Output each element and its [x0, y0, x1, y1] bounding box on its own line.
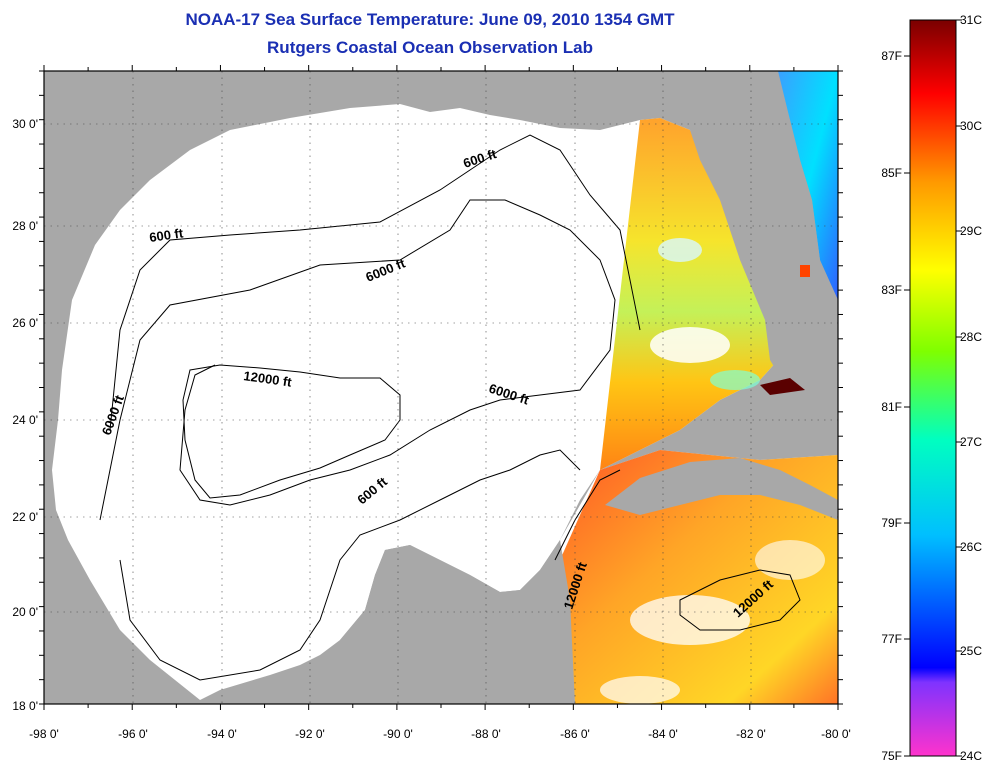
gulf-water	[52, 104, 778, 700]
y-tick-label: 18 0'	[12, 699, 38, 713]
tick-marks	[39, 65, 843, 710]
colorbar-f-label: 85F	[881, 166, 902, 180]
x-tick-label: -98 0'	[29, 727, 59, 741]
x-tick-label: -94 0'	[207, 727, 237, 741]
colorbar-c-label: 24C	[960, 749, 982, 763]
colorbar-c-label: 30C	[960, 119, 982, 133]
y-tick-label: 20 0'	[12, 605, 38, 619]
keys-hot-spot	[760, 378, 805, 395]
colorbar-f-label: 81F	[881, 400, 902, 414]
x-tick-label: -88 0'	[471, 727, 501, 741]
colorbar-f-label: 83F	[881, 283, 902, 297]
y-tick-label: 30 0'	[12, 117, 38, 131]
y-tick-label: 22 0'	[12, 510, 38, 524]
colorbar-c-label: 29C	[960, 224, 982, 238]
map-subtitle: Rutgers Coastal Ocean Observation Lab	[267, 38, 593, 57]
atlantic-water	[778, 71, 838, 300]
x-tick-label: -96 0'	[118, 727, 148, 741]
colorbar-gradient	[909, 19, 957, 757]
x-tick-label: -82 0'	[736, 727, 766, 741]
x-tick-label: -92 0'	[295, 727, 325, 741]
florida-land	[690, 90, 835, 385]
y-tick-label: 24 0'	[12, 413, 38, 427]
temperature-colorbar: 31C 30C 29C 28C 27C 26C 25C 24C 87F 85F …	[881, 13, 982, 763]
x-tick-label: -84 0'	[648, 727, 678, 741]
colorbar-f-label: 75F	[881, 749, 902, 763]
colorbar-c-label: 27C	[960, 435, 982, 449]
depth-contours	[99, 134, 801, 681]
x-axis-labels: -98 0' -96 0' -94 0' -92 0' -90 0' -88 0…	[29, 727, 851, 741]
colorbar-f-label: 87F	[881, 49, 902, 63]
contour-label-12000-center: 12000 ft	[243, 368, 294, 390]
x-tick-label: -80 0'	[821, 727, 851, 741]
colorbar-c-label: 28C	[960, 330, 982, 344]
colorbar-c-label: 25C	[960, 644, 982, 658]
map-plot: 600 ft 600 ft 6000 ft 6000 ft 6000 ft 12…	[44, 71, 838, 704]
x-tick-label: -90 0'	[383, 727, 413, 741]
sst-swath-caribbean	[560, 450, 838, 704]
y-axis-labels: 30 0' 28 0' 26 0' 24 0' 22 0' 20 0' 18 0…	[12, 117, 38, 713]
colorbar-c-label: 26C	[960, 540, 982, 554]
y-tick-label: 28 0'	[12, 219, 38, 233]
yucatan-land	[330, 540, 575, 704]
colorbar-f-label: 77F	[881, 632, 902, 646]
y-tick-label: 26 0'	[12, 316, 38, 330]
colorbar-f-label: 79F	[881, 516, 902, 530]
contour-label-600-west: 600 ft	[148, 225, 184, 245]
x-tick-label: -86 0'	[560, 727, 590, 741]
map-title: NOAA-17 Sea Surface Temperature: June 09…	[185, 10, 675, 29]
colorbar-c-label: 31C	[960, 13, 982, 27]
cuba-land	[605, 458, 838, 520]
graticule	[44, 71, 838, 704]
